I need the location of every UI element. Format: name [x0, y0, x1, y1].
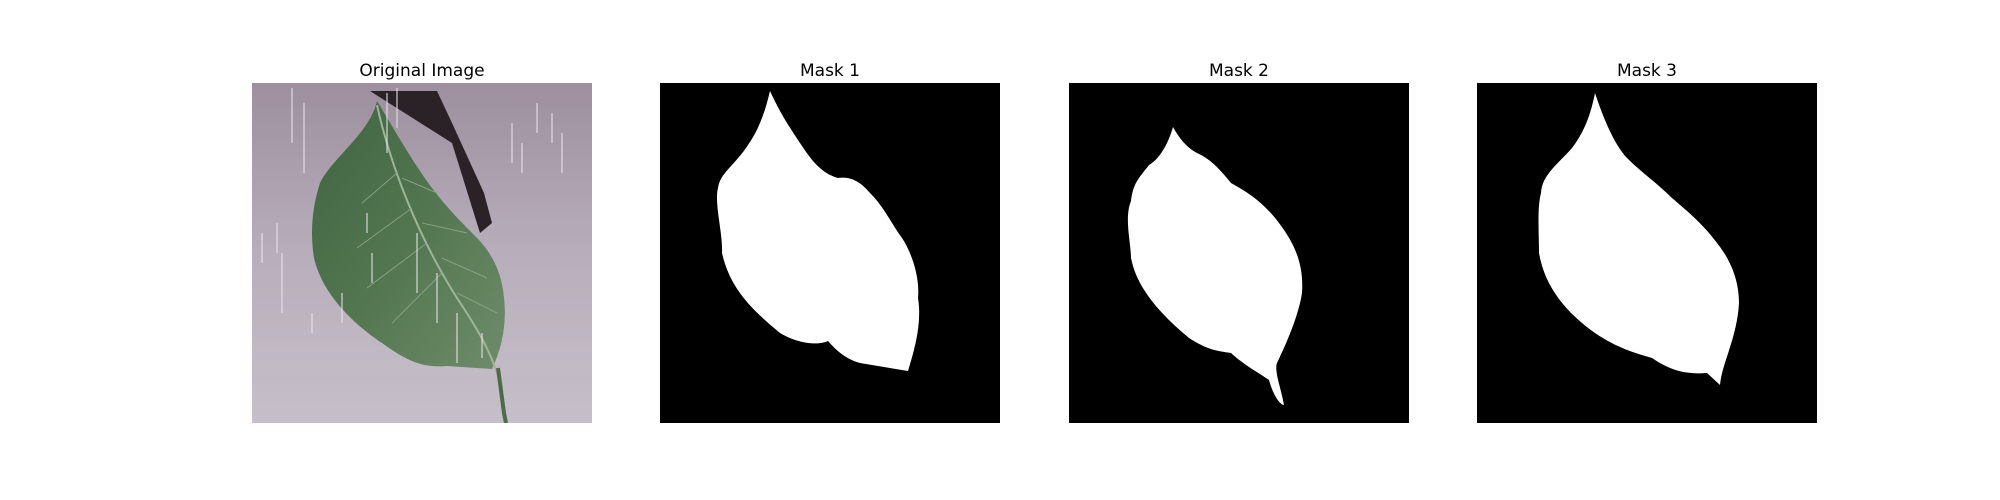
- mask-1-leaf: [716, 91, 920, 371]
- panel-title-mask-3: Mask 3: [1616, 61, 1677, 81]
- original-leaf-photo: [252, 83, 592, 423]
- original-image: [252, 83, 592, 423]
- mask-2-leaf: [1127, 127, 1303, 405]
- panel-title-mask-2: Mask 2: [1208, 61, 1269, 81]
- mask-2-svg: [1069, 83, 1409, 423]
- panel-title-mask-1: Mask 1: [799, 61, 860, 81]
- mask-1-image: [660, 83, 1000, 423]
- panel-title-original-image: Original Image: [359, 61, 485, 81]
- leaf-shape: [312, 101, 505, 369]
- mask-2-image: [1069, 83, 1409, 423]
- panel-mask-1: Mask 1: [660, 59, 1000, 423]
- panel-mask-3: Mask 3: [1477, 59, 1817, 423]
- mask-3-svg: [1477, 83, 1817, 423]
- panel-mask-2: Mask 2: [1069, 59, 1409, 423]
- mask-3-leaf: [1538, 93, 1739, 385]
- panel-original-image: Original Image: [252, 59, 592, 423]
- mask-1-svg: [660, 83, 1000, 423]
- mask-3-image: [1477, 83, 1817, 423]
